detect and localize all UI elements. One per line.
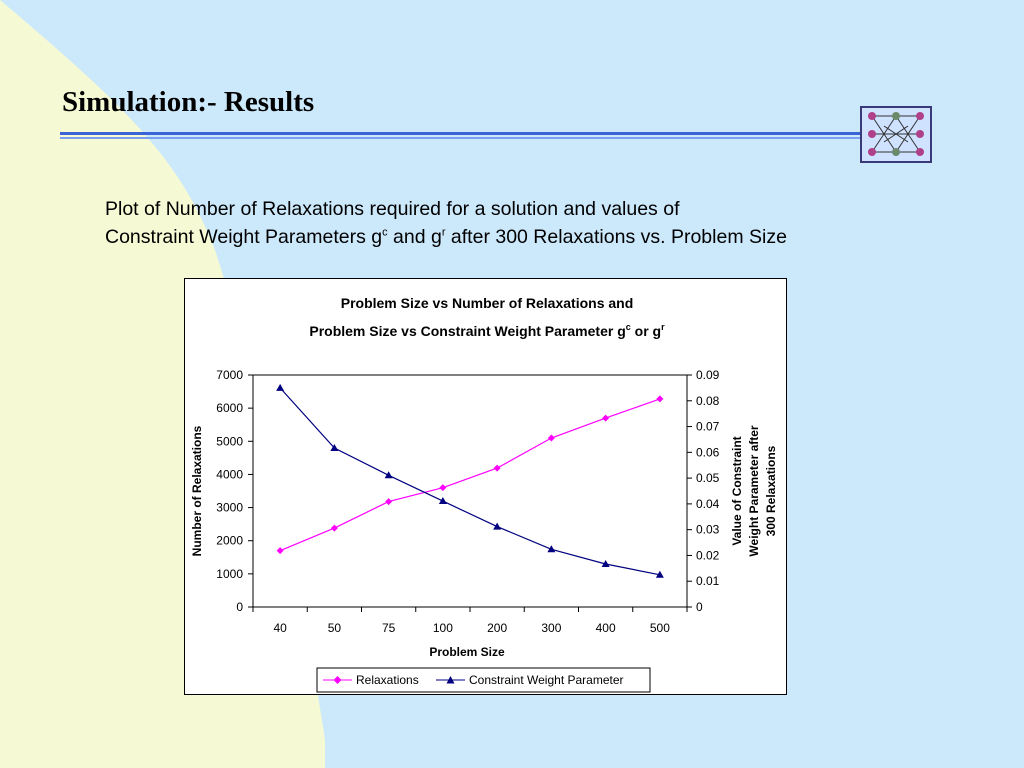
x-tick-label: 400: [596, 621, 616, 635]
right-tick-label: 0.03: [696, 523, 720, 537]
right-axis-label-line-3: 300 Relaxations: [764, 445, 778, 536]
right-tick-label: 0.05: [696, 471, 720, 485]
relaxations-data-point: [330, 524, 338, 532]
right-tick-label: 0.09: [696, 368, 720, 382]
description-line-2c: after 300 Relaxations vs. Problem Size: [445, 226, 787, 248]
right-tick-label: 0.02: [696, 548, 720, 562]
chart-title-line-2: Problem Size vs Constraint Weight Parame…: [309, 322, 665, 339]
x-tick-label: 200: [487, 621, 507, 635]
chart-title-line-1: Problem Size vs Number of Relaxations an…: [341, 295, 634, 311]
x-axis-label: Problem Size: [429, 645, 505, 659]
relaxations-data-point: [276, 547, 284, 555]
chart-container: Problem Size vs Number of Relaxations an…: [184, 278, 787, 695]
left-tick-label: 4000: [216, 467, 243, 481]
relaxations-data-point: [547, 434, 555, 442]
right-tick-label: 0.07: [696, 420, 720, 434]
description-line-2a: Constraint Weight Parameters g: [105, 226, 383, 248]
constraint-weight-parameter-data-point: [384, 471, 393, 479]
x-axis-ticks: 40 50 75 100 200 300 400 500: [252, 607, 688, 635]
neural-network-logo-icon: [860, 106, 932, 163]
legend-constraint-label: Constraint Weight Parameter: [469, 673, 624, 687]
legend-constraint-triangle-icon: [446, 676, 455, 684]
constraint-weight-parameter-data-point: [601, 559, 610, 567]
constraint-weight-parameter-series-line: [279, 387, 661, 576]
constraint-weight-parameter-data-point: [330, 443, 339, 451]
line-chart: Problem Size vs Number of Relaxations an…: [190, 295, 778, 693]
right-axis-label-line-2: Weight Parameter after: [747, 425, 761, 556]
right-axis-label-line-1: Value of Constraint: [730, 436, 744, 545]
x-tick-label: 300: [541, 621, 561, 635]
relaxations-data-point: [385, 498, 393, 506]
left-tick-label: 0: [236, 600, 243, 614]
relaxations-series-line: [279, 398, 661, 552]
right-tick-label: 0.01: [696, 574, 720, 588]
right-tick-label: 0.04: [696, 497, 720, 511]
chart-title-sup-r: r: [661, 322, 665, 332]
constraint-weight-parameter-data-point: [547, 545, 556, 553]
title-underline: [60, 132, 860, 139]
x-tick-label: 75: [382, 621, 396, 635]
slide-title: Simulation:- Results: [62, 86, 315, 118]
x-tick-label: 50: [328, 621, 342, 635]
left-tick-label: 6000: [216, 401, 243, 415]
relaxations-data-point: [602, 414, 610, 422]
legend-box: [316, 667, 651, 693]
right-axis-ticks: 0 0.01 0.02 0.03 0.04 0.05 0.06 0.07 0.08 0.09: [687, 368, 720, 614]
description-line-1: Plot of Number of Relaxations required f…: [105, 198, 680, 220]
x-tick-label: 500: [650, 621, 670, 635]
description-sup-r: r: [441, 226, 446, 239]
left-tick-label: 3000: [216, 501, 243, 515]
right-tick-label: 0.06: [696, 445, 720, 459]
x-tick-label: 100: [433, 621, 453, 635]
chart-description: Plot of Number of Relaxations required f…: [105, 195, 925, 251]
left-tick-label: 5000: [216, 434, 243, 448]
left-tick-label: 2000: [216, 534, 243, 548]
chart-title-sup-c: c: [626, 322, 631, 332]
left-tick-label: 7000: [216, 368, 243, 382]
description-line-2b: and g: [387, 226, 442, 248]
relaxations-data-point: [656, 395, 664, 403]
x-tick-label: 40: [273, 621, 287, 635]
legend-relaxations-label: Relaxations: [356, 673, 419, 687]
right-tick-label: 0: [696, 600, 703, 614]
constraint-weight-parameter-data-point: [655, 570, 664, 578]
constraint-weight-parameter-data-point: [438, 497, 447, 505]
constraint-weight-parameter-data-point: [276, 383, 285, 391]
constraint-weight-parameter-data-point: [493, 522, 502, 530]
left-axis-ticks: 0 1000 2000 3000 4000 5000 6000 7000: [216, 368, 253, 614]
description-sup-c: c: [382, 226, 388, 239]
relaxations-data-point: [493, 464, 501, 472]
chart-title-line-2-text: Problem Size vs Constraint Weight Parame…: [309, 323, 625, 339]
relaxations-data-point: [439, 484, 447, 492]
left-axis-label: Number of Relaxations: [190, 425, 204, 556]
legend-relaxations-diamond-icon: [333, 676, 342, 684]
right-tick-label: 0.08: [696, 394, 720, 408]
series-layer: [276, 383, 664, 578]
left-tick-label: 1000: [216, 567, 243, 581]
chart-title-mid: or g: [631, 323, 661, 339]
legend: Relaxations Constraint Weight Parameter: [316, 667, 651, 693]
